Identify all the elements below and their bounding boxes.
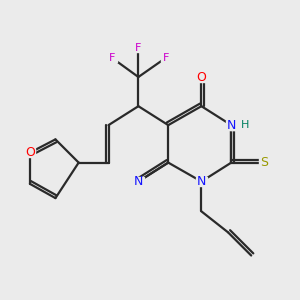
Text: O: O bbox=[25, 146, 35, 159]
Bar bbox=[25, 148, 35, 157]
Bar bbox=[230, 121, 250, 130]
Text: O: O bbox=[196, 70, 206, 83]
Text: N: N bbox=[197, 175, 206, 188]
Text: N: N bbox=[226, 118, 236, 132]
Text: N: N bbox=[134, 175, 143, 188]
Bar bbox=[196, 177, 207, 186]
Text: S: S bbox=[260, 156, 268, 169]
Bar bbox=[106, 53, 117, 62]
Bar bbox=[133, 177, 144, 186]
Bar bbox=[259, 158, 270, 167]
Bar bbox=[160, 53, 171, 62]
Bar bbox=[133, 43, 144, 52]
Bar bbox=[196, 72, 207, 82]
Text: F: F bbox=[109, 53, 115, 63]
Text: H: H bbox=[241, 120, 249, 130]
Text: F: F bbox=[163, 53, 169, 63]
Text: F: F bbox=[135, 43, 142, 53]
Bar bbox=[226, 121, 237, 130]
